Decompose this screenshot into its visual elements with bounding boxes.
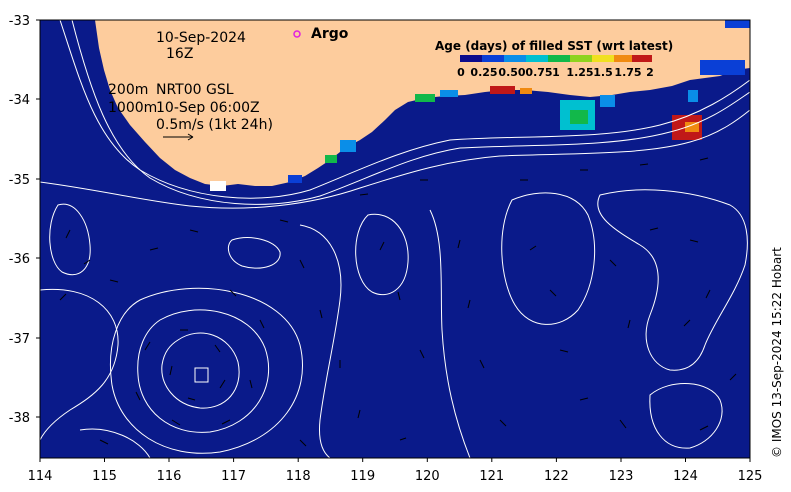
x-tick-label: 119 [350, 469, 375, 484]
time-label: 16Z [166, 46, 193, 62]
contour-1000-label: 1000m [108, 100, 157, 116]
y-axis: -33 -34 -35 -36 -37 -38 [9, 14, 40, 426]
argo-marker [293, 30, 301, 38]
colorbar-tick: 1.25 [566, 66, 593, 79]
map-plot-area [40, 20, 750, 458]
colorbar-tick: 1.75 [614, 66, 641, 79]
x-tick-label: 122 [544, 469, 569, 484]
vector-scale-label: 0.5m/s (1kt 24h) [156, 117, 273, 133]
x-tick-label: 125 [738, 469, 763, 484]
colorbar-tick: 0.25 [470, 66, 497, 79]
colorbar-tick: 0.50 [498, 66, 525, 79]
colorbar-legend: Age (days) of filled SST (wrt latest) 0 … [435, 39, 673, 79]
imos-credit: © IMOS 13-Sep-2024 15:22 Hobart [770, 247, 784, 458]
colorbar-tick: 2 [646, 66, 654, 79]
y-tick-label: -33 [9, 14, 30, 29]
x-tick-label: 120 [415, 469, 440, 484]
colorbar-swatches [460, 55, 652, 62]
colorbar-tick: 0.75 [525, 66, 552, 79]
x-tick-label: 116 [157, 469, 182, 484]
map-annotations: 10-Sep-2024 16Z 200m 1000m NRT00 GSL 10-… [108, 26, 349, 141]
altimetry-product-label: NRT00 GSL [156, 82, 234, 98]
y-tick-label: -36 [9, 252, 30, 267]
colorbar-tick: 1 [552, 66, 560, 79]
current-vectors [59, 157, 737, 447]
x-tick-label: 121 [479, 469, 504, 484]
contour-200-label: 200m [108, 82, 148, 98]
sst-age-patches [210, 20, 750, 191]
plot-frame [39, 19, 751, 459]
shelf-contours [40, 20, 750, 209]
colorbar-title: Age (days) of filled SST (wrt latest) [435, 39, 673, 53]
colorbar-tick: 1.5 [593, 66, 613, 79]
y-tick-label: -37 [9, 332, 30, 347]
x-tick-label: 115 [92, 469, 117, 484]
x-tick-label: 123 [609, 469, 634, 484]
x-tick-label: 118 [286, 469, 311, 484]
altimetry-time-label: 10-Sep 06:00Z [156, 100, 260, 116]
y-tick-label: -35 [9, 173, 30, 188]
colorbar-tick: 0 [457, 66, 465, 79]
y-tick-label: -34 [9, 93, 30, 108]
y-tick-label: -38 [9, 411, 30, 426]
argo-label: Argo [311, 26, 349, 42]
x-tick-label: 124 [673, 469, 698, 484]
x-tick-label: 117 [221, 469, 246, 484]
eddy-contours [40, 189, 748, 458]
x-axis: 114 115 116 117 118 119 120 121 122 123 … [28, 458, 763, 484]
x-tick-label: 114 [28, 469, 53, 484]
date-label: 10-Sep-2024 [156, 30, 246, 46]
